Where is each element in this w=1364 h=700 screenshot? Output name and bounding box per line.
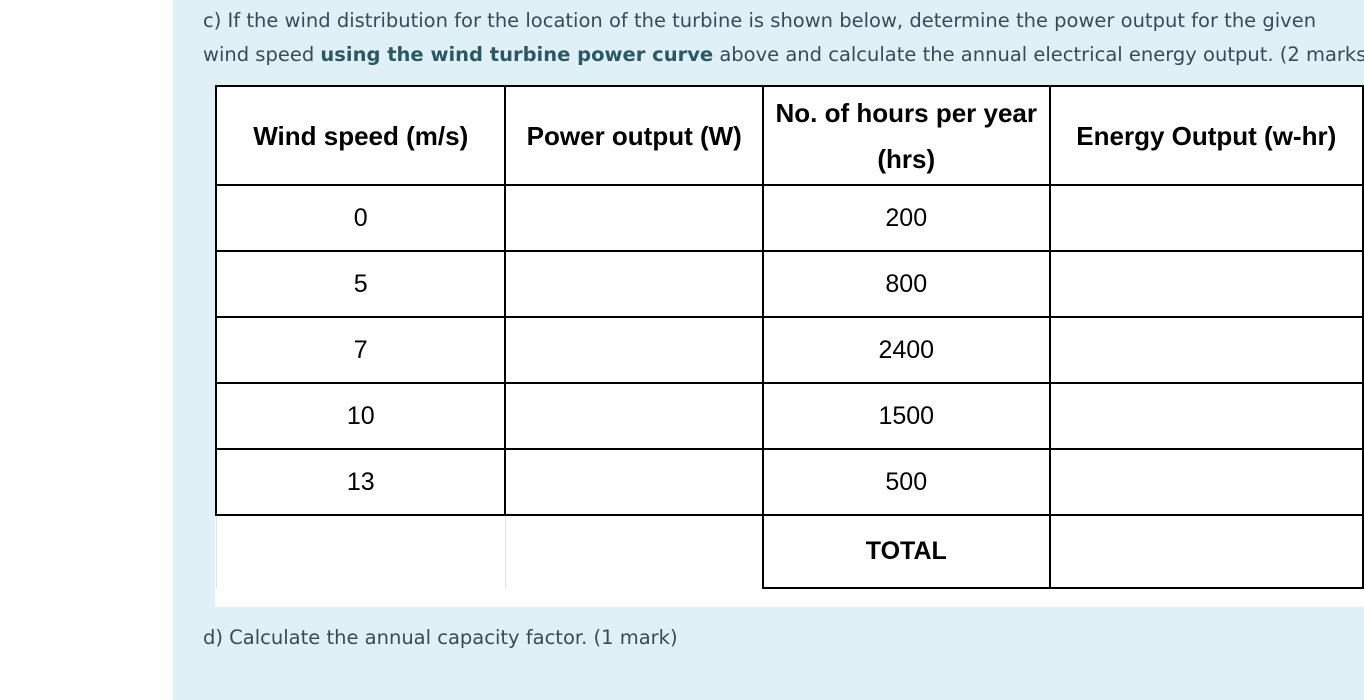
wind-speed-cell: 0: [214, 184, 507, 252]
wind-speed-cell: 7: [214, 316, 507, 384]
table-row: 5 800: [214, 250, 1364, 318]
table-row: 13 500: [214, 448, 1364, 516]
header-cell: Wind speed (m/s): [214, 85, 507, 186]
hours-cell: 2400: [762, 316, 1051, 384]
empty-cell: [504, 514, 764, 588]
table-row: 10 1500: [214, 382, 1364, 450]
hours-cell: 500: [762, 448, 1051, 516]
text: above and calculate the annual electrica…: [713, 43, 1364, 66]
energy-cell: [1048, 184, 1364, 252]
energy-cell: [1048, 250, 1364, 318]
hours-cell: 800: [762, 250, 1051, 318]
table-row: 7 2400: [214, 316, 1364, 384]
total-row: TOTAL: [215, 514, 1364, 589]
energy-cell: [1048, 448, 1364, 516]
question-c-line-1: c) If the wind distribution for the loca…: [203, 9, 1317, 32]
empty-cell: [215, 514, 506, 588]
energy-cell: [1048, 382, 1364, 450]
hours-cell: 200: [762, 184, 1051, 252]
power-cell: [504, 448, 765, 516]
energy-cell: [1048, 316, 1364, 384]
header-cell: Power output (W): [504, 85, 765, 186]
text: wind speed: [203, 43, 321, 66]
power-cell: [504, 250, 765, 318]
power-cell: [504, 316, 765, 384]
power-cell: [504, 382, 765, 450]
question-c-line-2: wind speed using the wind turbine power …: [203, 43, 1364, 66]
hours-cell: 1500: [762, 382, 1051, 450]
total-energy-cell: [1048, 514, 1364, 589]
wind-speed-cell: 10: [214, 382, 507, 450]
bold-text: using the wind turbine power curve: [320, 43, 714, 66]
header-cell: No. of hours per year (hrs): [762, 85, 1051, 186]
header-cell: Energy Output (w-hr): [1048, 85, 1364, 186]
total-label: TOTAL: [762, 514, 1051, 589]
header-row: Wind speed (m/s) Power output (W) No. of h…: [214, 85, 1364, 186]
question-d: d) Calculate the annual capacity factor.…: [203, 626, 678, 649]
table-row: 0 200: [214, 184, 1364, 252]
wind-speed-cell: 13: [214, 448, 507, 516]
wind-table: Wind speed (m/s) Power output (W) No. of h…: [214, 85, 1364, 589]
power-cell: [504, 184, 765, 252]
wind-speed-cell: 5: [214, 250, 507, 318]
